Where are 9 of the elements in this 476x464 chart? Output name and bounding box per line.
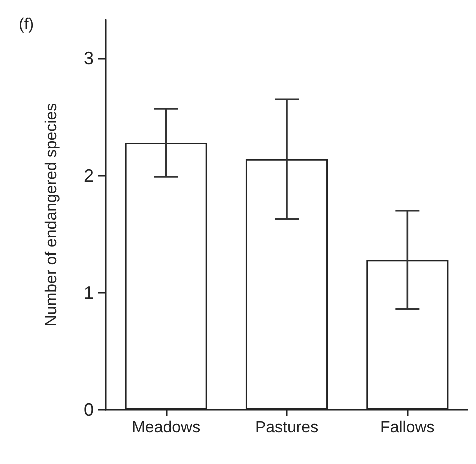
y-tick-label: 0 — [84, 400, 94, 420]
chart-title: (f) — [19, 16, 34, 34]
y-tick-label: 3 — [84, 48, 94, 69]
x-tick-label: Meadows — [132, 420, 201, 436]
y-axis-title: Number of endangered species — [44, 103, 60, 327]
y-tick-label: 1 — [84, 282, 94, 303]
x-tick-label: Fallows — [380, 420, 435, 436]
y-tick-label: 2 — [84, 166, 94, 186]
x-tick-label: Pastures — [255, 420, 319, 436]
